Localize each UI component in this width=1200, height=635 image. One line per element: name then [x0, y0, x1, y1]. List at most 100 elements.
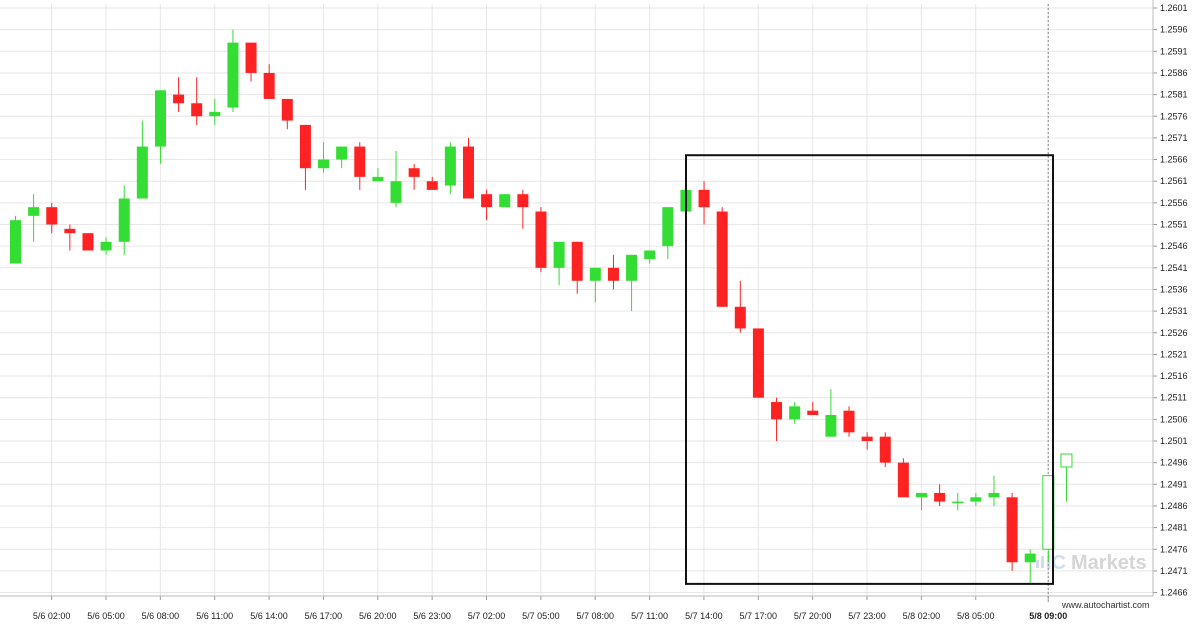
candle — [662, 207, 674, 260]
y-tick-label: 1.2531 — [1160, 306, 1188, 316]
candle — [499, 194, 511, 208]
y-tick-label: 1.2551 — [1160, 220, 1188, 230]
candle — [698, 181, 710, 225]
candle — [10, 215, 21, 264]
x-axis-tick-labels: 5/6 02:00 5/6 05:00 5/6 08:00 5/6 11:00 5/6 … — [33, 611, 1067, 621]
x-tick-label: 5/7 17:00 — [740, 611, 778, 621]
candle-body — [390, 181, 402, 203]
candle-body — [698, 189, 710, 208]
candle — [390, 150, 402, 208]
candle — [118, 185, 130, 255]
x-tick-label: 5/6 17:00 — [305, 611, 343, 621]
y-tick-label: 1.2471 — [1160, 566, 1188, 576]
x-tick-label: 5/6 08:00 — [142, 611, 180, 621]
candle-body — [46, 207, 58, 225]
y-tick-label: 1.2541 — [1160, 263, 1188, 273]
candle-body — [100, 241, 112, 251]
candle-body — [372, 176, 384, 182]
brand-watermark: IC Markets — [1036, 552, 1147, 574]
y-tick-label: 1.2546 — [1160, 241, 1188, 251]
candle-body — [245, 42, 257, 73]
candle — [82, 233, 94, 251]
candle — [879, 432, 891, 467]
candle-body — [897, 462, 909, 498]
candle-body — [626, 254, 638, 281]
candle-body — [408, 168, 420, 177]
y-tick-label: 1.2566 — [1160, 155, 1188, 165]
candle — [1006, 492, 1018, 571]
candle-body — [553, 241, 565, 268]
candle — [28, 194, 40, 242]
x-tick-label: 5/7 14:00 — [685, 611, 723, 621]
candle-body — [209, 111, 221, 117]
candle-body — [82, 233, 94, 251]
x-tick-label: 5/6 23:00 — [413, 611, 451, 621]
y-tick-label: 1.2596 — [1160, 25, 1188, 35]
y-tick-label: 1.2491 — [1160, 479, 1188, 489]
candle-body — [589, 267, 601, 281]
candle-body — [716, 211, 728, 307]
candle — [408, 163, 420, 190]
candle-body — [752, 328, 764, 398]
candle — [318, 142, 330, 173]
candle — [64, 224, 76, 251]
candle — [916, 492, 927, 511]
candle — [100, 237, 112, 255]
candle — [771, 397, 783, 441]
pattern-box — [685, 154, 1054, 585]
candle — [716, 207, 728, 307]
candle — [517, 189, 529, 229]
candle-body — [952, 501, 964, 504]
candle-body — [734, 306, 746, 329]
grid-lines — [0, 4, 1153, 596]
y-tick-label: 1.2516 — [1160, 371, 1188, 381]
pattern-box-group — [685, 154, 1054, 585]
candle-body — [988, 492, 1000, 498]
watermark-logo-bar-2 — [1041, 556, 1044, 568]
candle — [843, 406, 855, 437]
y-tick-label: 1.2561 — [1160, 176, 1188, 186]
candle — [988, 475, 1000, 506]
candle — [897, 458, 909, 498]
candle-body — [1024, 553, 1036, 563]
candle — [607, 254, 619, 290]
y-tick-label: 1.2481 — [1160, 523, 1188, 533]
x-tick-label: 5/6 14:00 — [250, 611, 288, 621]
candle — [752, 328, 764, 398]
candle-body — [263, 72, 275, 99]
candle-body — [1006, 497, 1018, 563]
candle — [1060, 453, 1073, 502]
y-tick-label: 1.2591 — [1160, 46, 1188, 56]
candle — [426, 176, 438, 190]
x-tick-label: 5/7 08:00 — [576, 611, 614, 621]
candle — [952, 492, 964, 511]
candle-body — [571, 241, 583, 281]
y-tick-label: 1.2496 — [1160, 458, 1188, 468]
candle-body — [28, 207, 40, 216]
candle-body — [191, 103, 203, 117]
candle-body — [771, 402, 783, 420]
x-tick-label: 5/6 02:00 — [33, 611, 71, 621]
y-tick-label: 1.2571 — [1160, 133, 1188, 143]
y-tick-label: 1.2581 — [1160, 90, 1188, 100]
candle — [970, 492, 982, 506]
candle-body — [861, 436, 873, 441]
candle — [299, 124, 311, 190]
candle — [934, 484, 946, 506]
candle-body — [607, 267, 619, 281]
candle — [734, 280, 746, 333]
y-tick-label: 1.2526 — [1160, 328, 1188, 338]
y-tick-label: 1.2511 — [1160, 393, 1187, 403]
candle-body — [644, 250, 656, 260]
candle-body — [517, 194, 529, 208]
y-tick-label: 1.2586 — [1160, 68, 1188, 78]
candle — [173, 77, 185, 112]
candle-body — [970, 497, 982, 502]
x-tick-label: 5/7 05:00 — [522, 611, 560, 621]
candle-body — [64, 228, 76, 234]
candle — [245, 42, 257, 82]
y-tick-label: 1.2506 — [1160, 414, 1188, 424]
y-axis-tick-labels: 1.2601 1.2596 1.2591 1.2586 1.2581 1.2576 1.25… — [1160, 3, 1188, 598]
candle — [463, 137, 474, 199]
candle — [336, 146, 348, 169]
